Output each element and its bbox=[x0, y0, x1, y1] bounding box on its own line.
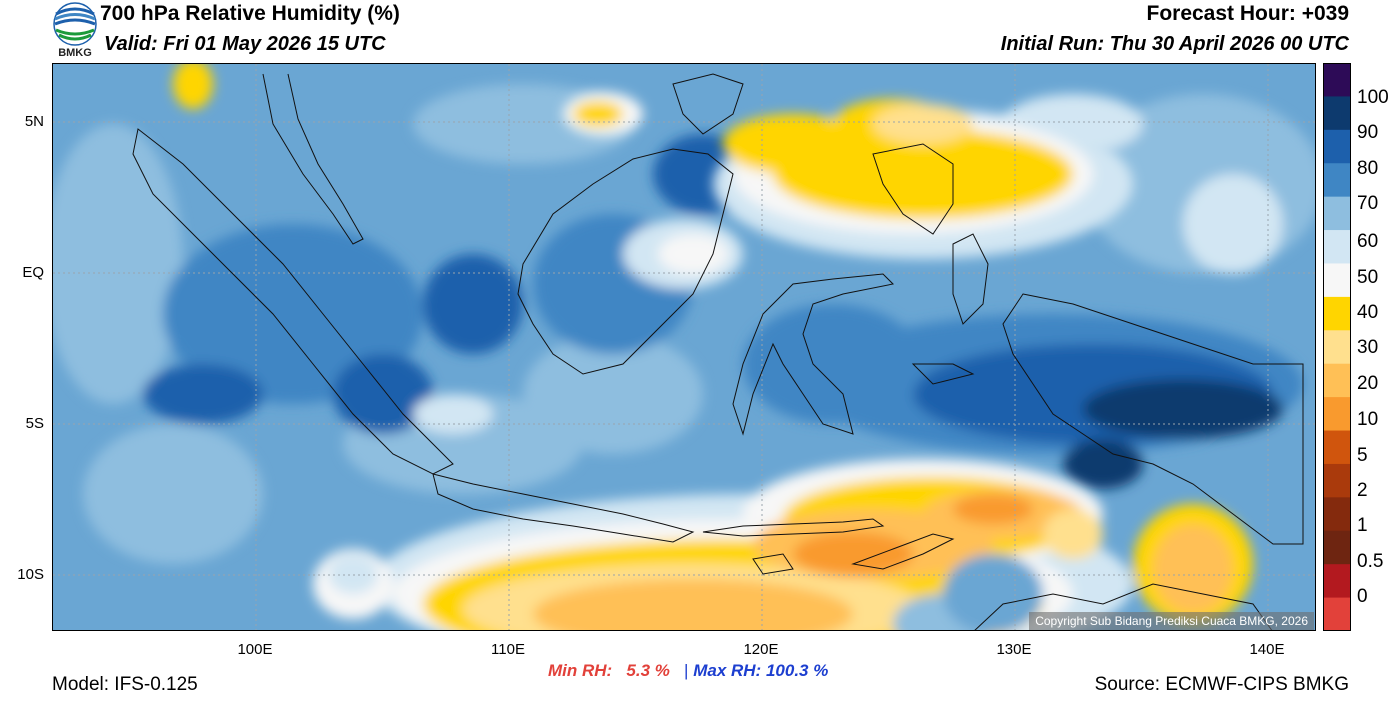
colorbar-swatch bbox=[1323, 263, 1351, 298]
rh-min-max: Min RH: 5.3 % | Max RH: 100.3 % bbox=[548, 661, 828, 681]
colorbar-swatch bbox=[1323, 63, 1351, 97]
colorbar-swatch bbox=[1323, 96, 1351, 131]
lon-label-140e: 140E bbox=[1249, 641, 1285, 658]
bmkg-logo bbox=[53, 2, 97, 46]
forecast-hour: Forecast Hour: +039 bbox=[1146, 2, 1350, 25]
colorbar-swatch bbox=[1323, 363, 1351, 398]
colorbar-swatch bbox=[1323, 463, 1351, 498]
minmax-separator: | bbox=[684, 661, 689, 680]
colorbar-label: 5 bbox=[1357, 445, 1368, 466]
lon-label-120e: 120E bbox=[743, 641, 779, 658]
colorbar-label: 60 bbox=[1357, 231, 1379, 252]
max-rh-label: Max RH: bbox=[693, 661, 762, 680]
colorbar-label: 20 bbox=[1357, 373, 1379, 394]
colorbar-label: 40 bbox=[1357, 302, 1379, 323]
lat-label-5n: 5N bbox=[24, 113, 44, 130]
colorbar-swatch bbox=[1323, 397, 1351, 432]
colorbar-label: 90 bbox=[1357, 122, 1379, 143]
colorbar-label: 80 bbox=[1357, 158, 1379, 179]
colorbar-label: 0 bbox=[1357, 586, 1368, 607]
colorbar-swatch bbox=[1323, 330, 1351, 365]
model-name: Model: IFS-0.125 bbox=[52, 674, 198, 695]
lat-label-eq: EQ bbox=[22, 264, 44, 281]
logo-text: BMKG bbox=[58, 47, 92, 59]
colorbar-label: 100 bbox=[1357, 87, 1389, 108]
min-rh-value: 5.3 % bbox=[626, 661, 670, 680]
colorbar-swatch bbox=[1323, 430, 1351, 465]
colorbar-swatch bbox=[1323, 497, 1351, 532]
colorbar-label: 30 bbox=[1357, 337, 1379, 358]
lon-label-130e: 130E bbox=[996, 641, 1032, 658]
max-rh-value: 100.3 % bbox=[765, 661, 829, 680]
lon-label-110e: 110E bbox=[491, 641, 525, 658]
colorbar-swatch bbox=[1323, 564, 1351, 599]
lat-label-10s: 10S bbox=[17, 566, 44, 583]
colorbar-label: 0.5 bbox=[1357, 551, 1384, 572]
min-rh-label: Min RH: bbox=[548, 661, 613, 680]
data-source: Source: ECMWF-CIPS BMKG bbox=[1094, 674, 1349, 695]
colorbar-swatch bbox=[1323, 530, 1351, 565]
colorbar-label: 1 bbox=[1357, 515, 1368, 536]
colorbar-swatch bbox=[1323, 296, 1351, 331]
colorbar-swatch bbox=[1323, 163, 1351, 198]
colorbar-label: 70 bbox=[1357, 193, 1379, 214]
lon-label-100e: 100E bbox=[237, 641, 273, 658]
colorbar-swatch bbox=[1323, 129, 1351, 164]
lat-label-5s: 5S bbox=[25, 415, 44, 432]
rh-map bbox=[52, 63, 1316, 631]
copyright-notice: Copyright Sub Bidang Prediksi Cuaca BMKG… bbox=[1029, 612, 1314, 630]
colorbar-label: 50 bbox=[1357, 267, 1379, 288]
colorbar-swatch bbox=[1323, 196, 1351, 231]
colorbar-label: 2 bbox=[1357, 480, 1368, 501]
colorbar-swatch bbox=[1323, 597, 1351, 631]
colorbar-label: 10 bbox=[1357, 409, 1379, 430]
chart-title: 700 hPa Relative Humidity (%) bbox=[100, 2, 400, 25]
valid-time: Valid: Fri 01 May 2026 15 UTC bbox=[104, 33, 386, 55]
colorbar bbox=[1323, 63, 1351, 631]
initial-run: Initial Run: Thu 30 April 2026 00 UTC bbox=[1000, 33, 1349, 55]
colorbar-swatch bbox=[1323, 230, 1351, 264]
rh-field bbox=[53, 64, 1315, 630]
